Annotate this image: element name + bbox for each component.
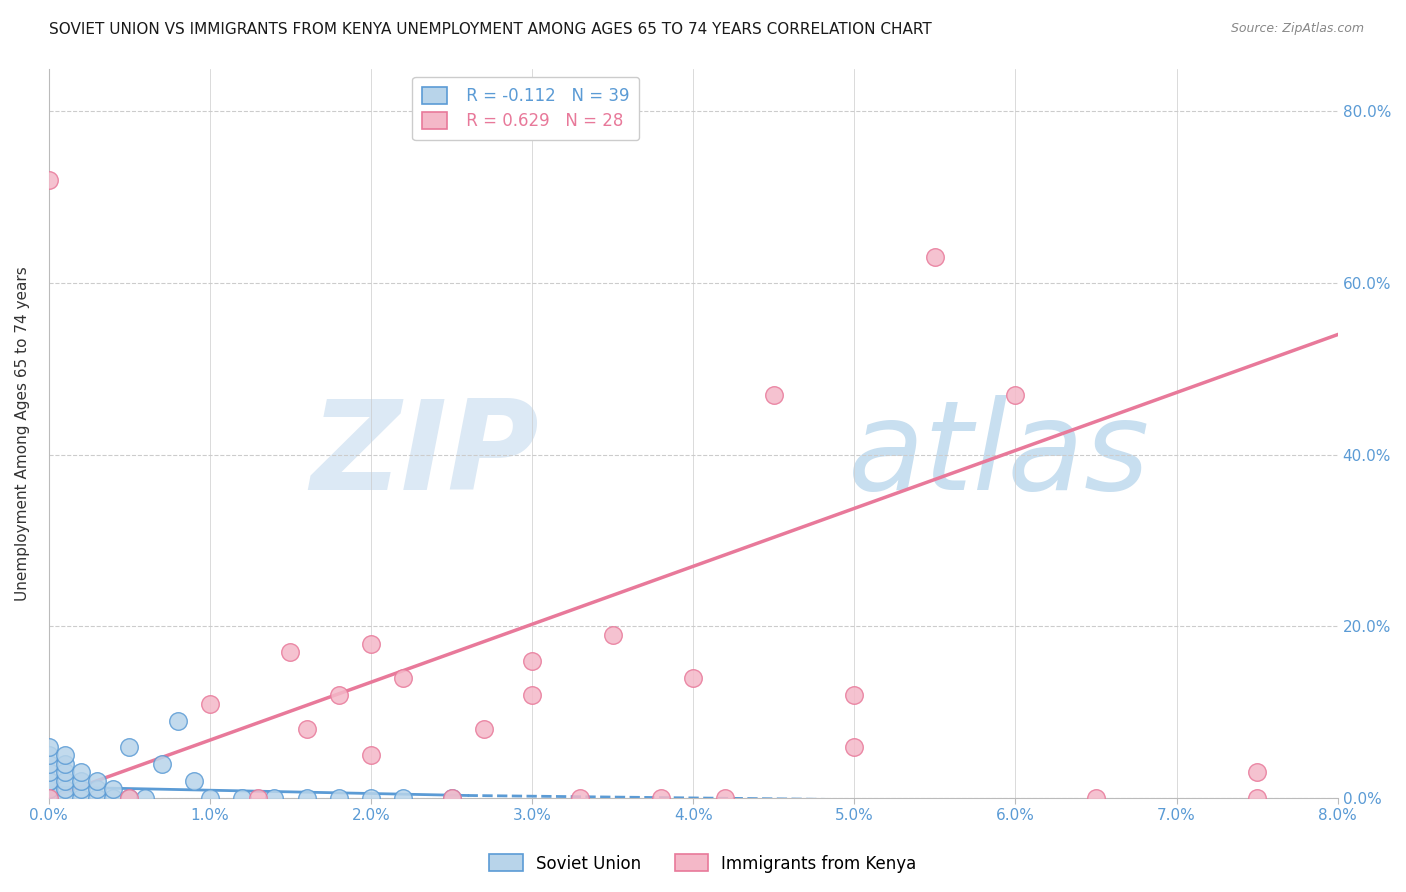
Point [602, 628, 624, 642]
Point [38, 791, 60, 805]
Point [844, 739, 866, 754]
Point [38, 782, 60, 797]
Point [762, 387, 785, 401]
Point [70, 773, 93, 788]
Point [118, 791, 141, 805]
Point [569, 791, 592, 805]
Point [440, 791, 463, 805]
Point [360, 748, 382, 763]
Point [1084, 791, 1107, 805]
Legend:  R = -0.112   N = 39,  R = 0.629   N = 28: R = -0.112 N = 39, R = 0.629 N = 28 [412, 77, 640, 140]
Point [198, 697, 221, 711]
Point [53, 782, 76, 797]
Point [38, 782, 60, 797]
Y-axis label: Unemployment Among Ages 65 to 74 years: Unemployment Among Ages 65 to 74 years [15, 266, 30, 600]
Point [38, 756, 60, 771]
Point [150, 756, 173, 771]
Point [70, 791, 93, 805]
Point [38, 765, 60, 780]
Point [1004, 387, 1026, 401]
Point [682, 671, 704, 685]
Point [53, 791, 76, 805]
Point [520, 688, 543, 702]
Point [295, 723, 318, 737]
Point [38, 748, 60, 763]
Point [38, 739, 60, 754]
Point [53, 756, 76, 771]
Point [844, 688, 866, 702]
Point [247, 791, 270, 805]
Point [360, 636, 382, 650]
Point [38, 773, 60, 788]
Text: ZIP: ZIP [309, 394, 538, 516]
Point [86, 791, 108, 805]
Point [53, 765, 76, 780]
Point [38, 791, 60, 805]
Point [86, 773, 108, 788]
Point [440, 791, 463, 805]
Point [86, 782, 108, 797]
Point [134, 791, 156, 805]
Point [520, 654, 543, 668]
Point [328, 688, 350, 702]
Point [280, 645, 302, 659]
Point [1246, 791, 1268, 805]
Point [295, 791, 318, 805]
Point [70, 765, 93, 780]
Point [70, 782, 93, 797]
Point [231, 791, 253, 805]
Point [118, 739, 141, 754]
Point [53, 748, 76, 763]
Point [38, 173, 60, 187]
Text: atlas: atlas [848, 394, 1150, 516]
Point [103, 791, 125, 805]
Point [166, 714, 188, 728]
Point [924, 251, 946, 265]
Point [103, 782, 125, 797]
Point [198, 791, 221, 805]
Point [1246, 765, 1268, 780]
Legend: Soviet Union, Immigrants from Kenya: Soviet Union, Immigrants from Kenya [482, 847, 924, 880]
Point [38, 773, 60, 788]
Point [472, 723, 495, 737]
Point [392, 791, 415, 805]
Text: Source: ZipAtlas.com: Source: ZipAtlas.com [1230, 22, 1364, 36]
Point [328, 791, 350, 805]
Point [53, 773, 76, 788]
Point [118, 791, 141, 805]
Text: SOVIET UNION VS IMMIGRANTS FROM KENYA UNEMPLOYMENT AMONG AGES 65 TO 74 YEARS COR: SOVIET UNION VS IMMIGRANTS FROM KENYA UN… [49, 22, 932, 37]
Point [360, 791, 382, 805]
Point [650, 791, 672, 805]
Point [714, 791, 737, 805]
Point [392, 671, 415, 685]
Point [263, 791, 285, 805]
Point [38, 791, 60, 805]
Point [183, 773, 205, 788]
